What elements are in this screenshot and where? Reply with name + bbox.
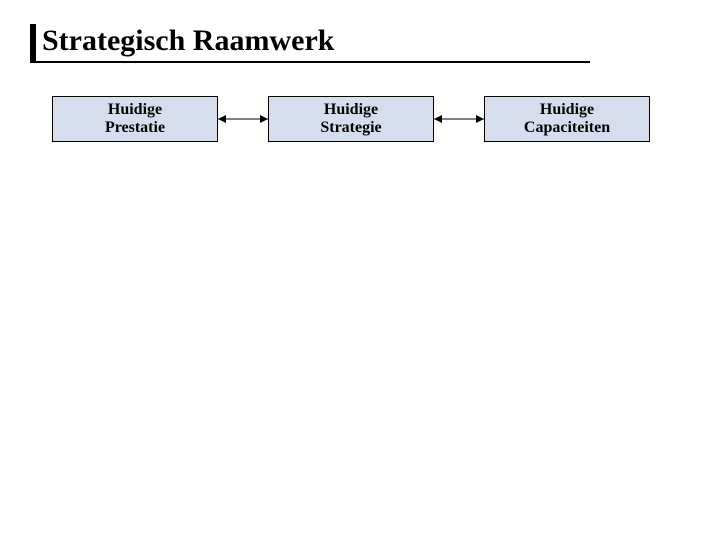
diagram-row: Huidige Prestatie Huidige Strategie Huid…: [52, 96, 688, 148]
edge-n1-n2: [218, 115, 268, 123]
arrowhead-left-icon: [218, 115, 226, 123]
arrowhead-left-icon: [434, 115, 442, 123]
arrowhead-right-icon: [260, 115, 268, 123]
title-container: Strategisch Raamwerk: [30, 24, 590, 63]
slide: { "title": "Strategisch Raamwerk", "diag…: [0, 0, 720, 540]
edges-svg: [52, 96, 688, 148]
page-title: Strategisch Raamwerk: [42, 24, 590, 57]
edge-n2-n3: [434, 115, 484, 123]
arrowhead-right-icon: [476, 115, 484, 123]
